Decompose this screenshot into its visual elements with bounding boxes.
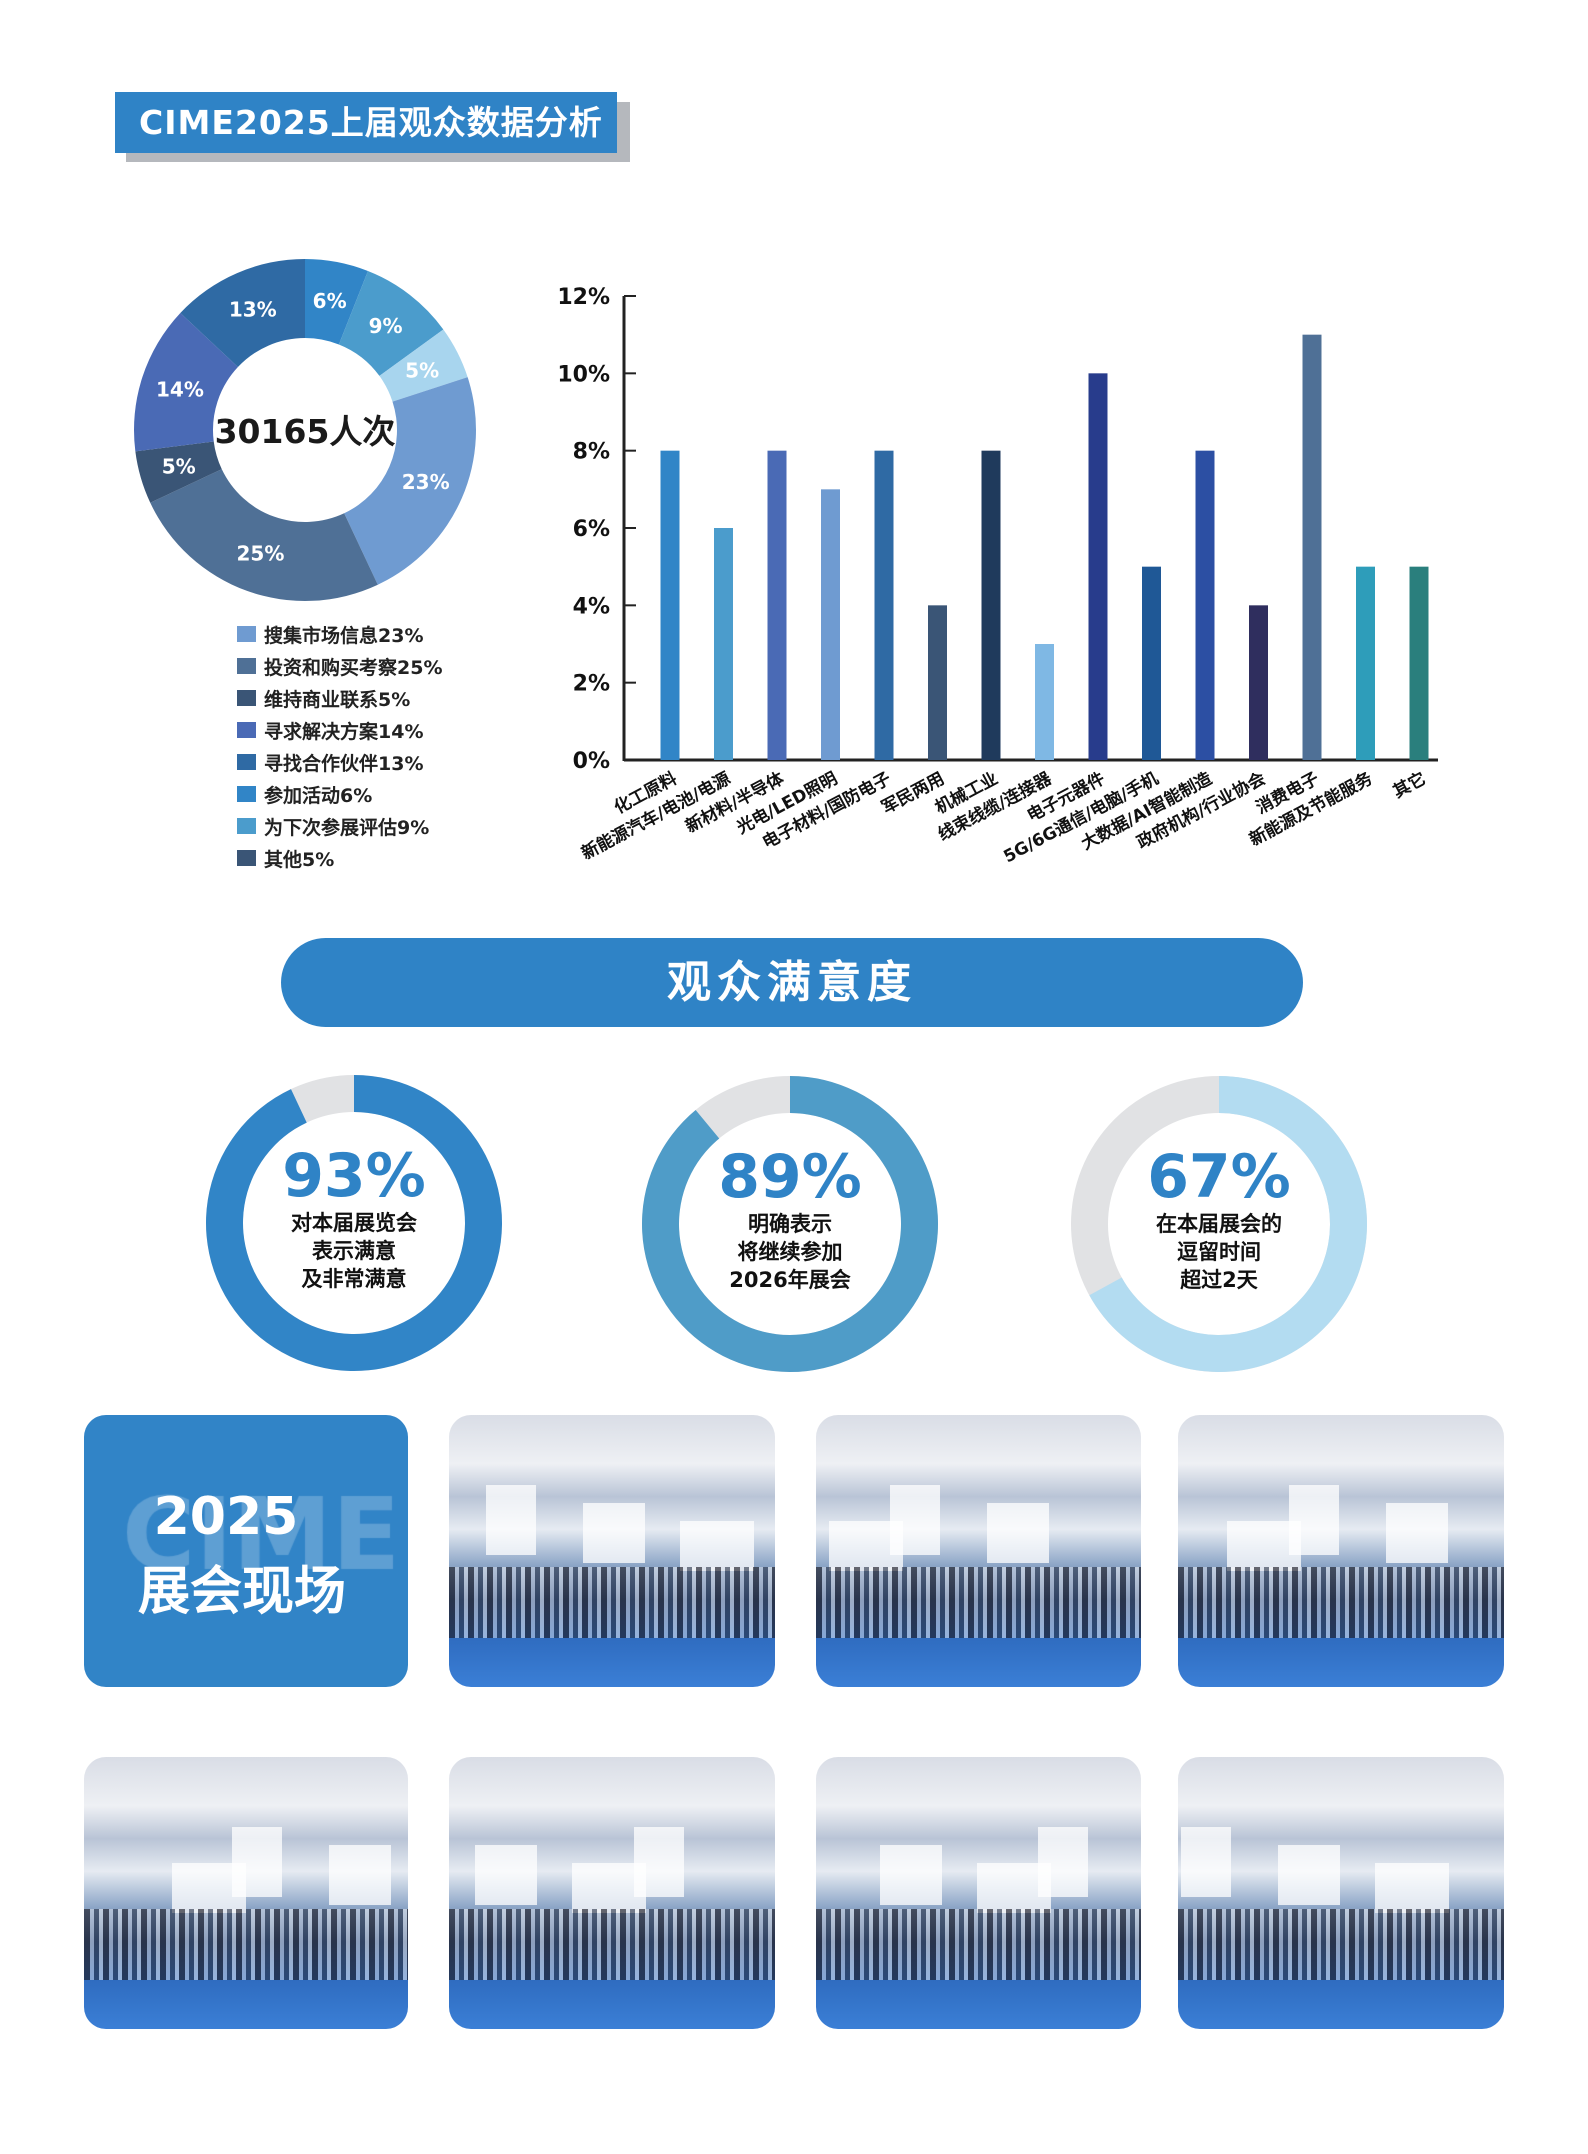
legend-label: 搜集市场信息23% xyxy=(264,624,424,647)
exhibition-photo xyxy=(816,1757,1141,2029)
exhibition-photo xyxy=(449,1415,775,1687)
slice-label: 25% xyxy=(237,542,285,566)
legend-item: 参加活动6% xyxy=(237,778,442,810)
ring-caption: 超过2天 xyxy=(1180,1268,1258,1292)
ring-caption: 将继续参加 xyxy=(737,1240,843,1264)
slice-label: 23% xyxy=(402,470,450,494)
legend-swatch xyxy=(237,850,256,866)
donut-slice xyxy=(379,329,468,402)
exhibition-photo xyxy=(1178,1415,1504,1687)
donut-slice xyxy=(305,259,368,345)
exhibition-photo xyxy=(1178,1757,1504,2029)
legend-label: 寻求解决方案14% xyxy=(264,720,424,743)
bar xyxy=(1035,644,1054,760)
y-tick-label: 2% xyxy=(573,672,610,697)
slice-label: 13% xyxy=(229,297,277,321)
exhibition-photo xyxy=(449,1757,775,2029)
legend-swatch xyxy=(237,786,256,802)
exhibition-photo xyxy=(816,1415,1141,1687)
bar xyxy=(1088,373,1108,760)
legend-item: 为下次参展评估9% xyxy=(237,810,442,842)
donut-slice xyxy=(135,441,222,503)
x-tick-label: 其它 xyxy=(1389,768,1429,803)
ring-gauge xyxy=(642,1076,938,1372)
legend-swatch xyxy=(237,626,256,642)
donut-slice xyxy=(344,377,476,585)
cime-watermark xyxy=(84,1415,408,1687)
live-year: 2025 xyxy=(153,1487,299,1547)
bar xyxy=(1195,450,1215,760)
y-tick-label: 0% xyxy=(573,749,610,774)
bar xyxy=(928,605,947,760)
legend-item: 搜集市场信息23% xyxy=(237,618,442,650)
bar xyxy=(660,450,680,760)
satisfaction-ring: 89% 明确表示将继续参加 2026年展会 xyxy=(640,1074,940,1378)
donut-slice xyxy=(134,312,238,452)
bar xyxy=(821,489,840,760)
industry-bar-chart: 0%2%4%6%8%10%12%化工原料新能源汽车/电池/电源新材料/半导体光电… xyxy=(557,285,1438,867)
live-title: 展会现场 xyxy=(138,1562,347,1622)
bar xyxy=(981,450,1001,760)
legend-swatch xyxy=(237,690,256,706)
y-tick-label: 10% xyxy=(557,362,610,387)
y-tick-label: 8% xyxy=(573,440,610,465)
legend-item: 寻求解决方案14% xyxy=(237,714,442,746)
satisfaction-ring: 67% 在本届展会的 逗留时间超过2天 xyxy=(1069,1074,1369,1378)
ring-caption: 及非常满意 xyxy=(301,1267,407,1291)
bar xyxy=(1302,334,1322,760)
legend-item: 维持商业联系5% xyxy=(237,682,442,714)
y-tick-label: 6% xyxy=(573,517,610,542)
ring-caption: 在本届展会的 xyxy=(1156,1212,1282,1236)
live-scene-card: 2025 展会现场 xyxy=(84,1415,408,1687)
slice-label: 14% xyxy=(156,377,204,401)
bar xyxy=(1249,605,1268,760)
audience-purpose-donut-chart: 6%9%5%23%25%5%14%13%30165人次 xyxy=(134,259,476,601)
ring-gauge xyxy=(206,1075,502,1371)
slice-label: 6% xyxy=(313,289,347,313)
legend-item: 寻找合作伙伴13% xyxy=(237,746,442,778)
donut-center-total: 30165人次 xyxy=(215,412,396,451)
legend-swatch xyxy=(237,818,256,834)
donut-slice xyxy=(150,469,378,601)
exhibition-photo xyxy=(84,1757,408,2029)
legend-swatch xyxy=(237,722,256,738)
donut-legend: 搜集市场信息23% 投资和购买考察25% 维持商业联系5% 寻求解决方案14% 寻找合作… xyxy=(237,618,442,874)
ring-caption: 2026年展会 xyxy=(729,1268,851,1292)
ring-percent: 67% xyxy=(1147,1142,1291,1212)
ring-caption: 明确表示 xyxy=(748,1212,832,1236)
bar xyxy=(714,528,733,760)
legend-swatch xyxy=(237,754,256,770)
bar xyxy=(1409,566,1429,760)
bar xyxy=(1142,566,1161,760)
legend-swatch xyxy=(237,658,256,674)
legend-label: 参加活动6% xyxy=(264,784,373,807)
ring-caption: 对本届展览会 xyxy=(291,1211,417,1235)
ring-gauge xyxy=(1071,1076,1367,1372)
donut-slice xyxy=(180,259,305,368)
legend-label: 投资和购买考察25% xyxy=(264,656,443,679)
satisfaction-ring: 93% 对本届展览会 表示满意及非常满意 xyxy=(204,1073,504,1377)
bar xyxy=(1356,566,1375,760)
slice-label: 9% xyxy=(369,314,403,338)
ring-percent: 89% xyxy=(718,1142,862,1212)
slice-label: 5% xyxy=(162,455,196,479)
ring-caption: 表示满意 xyxy=(312,1239,396,1263)
page-title: CIME2025上届观众数据分析 xyxy=(115,92,617,153)
satisfaction-banner: 观众满意度 xyxy=(281,938,1303,1027)
ring-percent: 93% xyxy=(282,1141,426,1211)
donut-slice xyxy=(338,271,444,376)
legend-label: 寻找合作伙伴13% xyxy=(264,752,424,775)
ring-caption: 逗留时间 xyxy=(1177,1240,1261,1264)
y-tick-label: 12% xyxy=(557,285,610,310)
legend-item: 投资和购买考察25% xyxy=(237,650,442,682)
y-tick-label: 4% xyxy=(573,594,610,619)
bar xyxy=(767,450,787,760)
legend-item: 其他5% xyxy=(237,842,442,874)
legend-label: 为下次参展评估9% xyxy=(264,816,430,839)
bar xyxy=(874,450,894,760)
legend-label: 维持商业联系5% xyxy=(264,688,411,711)
legend-label: 其他5% xyxy=(264,848,335,871)
slice-label: 5% xyxy=(405,358,439,382)
